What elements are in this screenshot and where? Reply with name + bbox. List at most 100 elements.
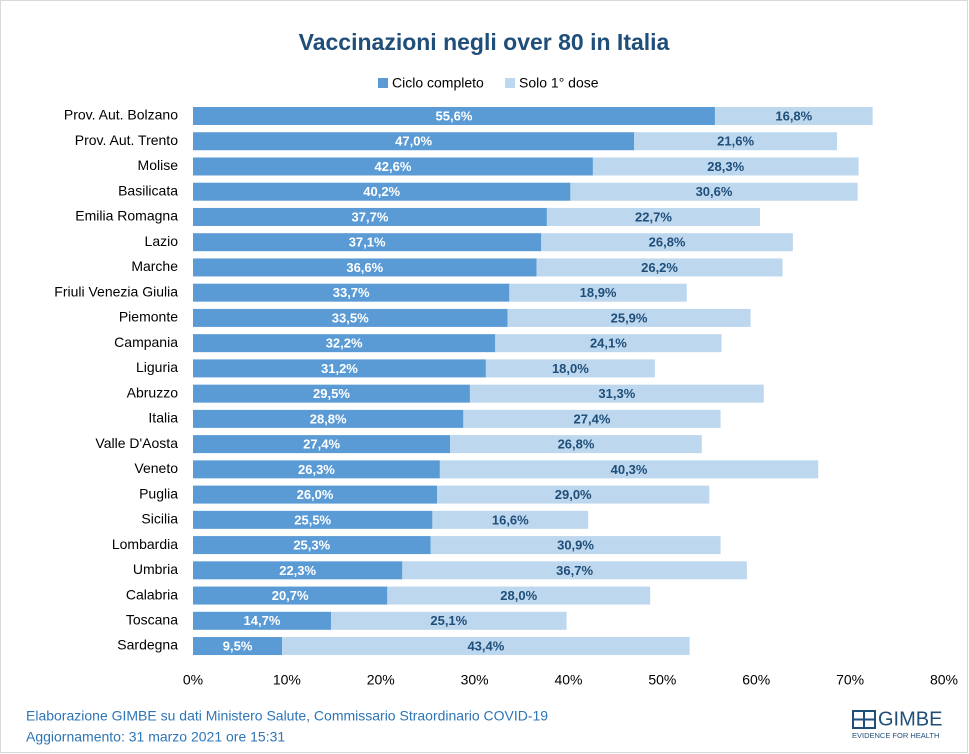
data-label: 22,3% — [279, 563, 316, 578]
bar-segment — [592, 157, 859, 176]
data-label: 30,9% — [557, 538, 594, 553]
bar-segment — [193, 207, 547, 226]
bar-segment — [387, 586, 651, 605]
y-tick-label: Veneto — [134, 460, 178, 476]
bar-segment — [193, 409, 464, 428]
bar-segment — [282, 637, 690, 656]
y-tick-label: Marche — [131, 258, 178, 274]
y-tick-label: Umbria — [133, 561, 178, 577]
y-tick-label: Lazio — [145, 233, 179, 249]
y-tick-label: Emilia Romagna — [75, 208, 178, 224]
bar-segment — [193, 334, 496, 353]
bar-segment — [193, 460, 440, 479]
bar-segment — [634, 132, 837, 151]
y-tick-label: Puglia — [139, 485, 178, 501]
y-tick-label: Lombardia — [112, 536, 178, 552]
bar-segment — [193, 132, 635, 151]
bar-segment — [507, 308, 751, 327]
x-tick-label: 40% — [554, 672, 582, 688]
data-label: 33,7% — [333, 285, 370, 300]
bar-segment — [193, 561, 403, 580]
bar-segment — [193, 258, 537, 277]
bar-segment — [193, 233, 542, 252]
y-tick-label: Valle D'Aosta — [95, 435, 178, 451]
bar-segment — [193, 435, 451, 454]
x-tick-label: 50% — [648, 672, 676, 688]
bar-segment — [714, 107, 873, 125]
logo-tagline: EVIDENCE FOR HEALTH — [852, 731, 939, 740]
data-label: 26,2% — [641, 260, 678, 275]
data-label: 20,7% — [272, 588, 309, 603]
data-label: 22,7% — [635, 209, 672, 224]
legend-label: Solo 1° dose — [519, 75, 599, 91]
y-tick-label: Abruzzo — [127, 384, 179, 400]
bar-segment — [450, 435, 702, 454]
data-label: 28,3% — [707, 159, 744, 174]
bar-segment — [193, 384, 470, 403]
bar-segment — [193, 157, 593, 176]
y-tick-label: Prov. Aut. Trento — [75, 132, 178, 148]
x-tick-label: 10% — [273, 672, 301, 688]
data-label: 29,5% — [313, 386, 350, 401]
data-label: 9,5% — [223, 638, 253, 653]
y-tick-label: Piemonte — [119, 309, 178, 325]
x-tick-label: 0% — [183, 672, 203, 688]
bar-segment — [463, 409, 721, 428]
data-label: 28,0% — [500, 588, 537, 603]
data-label: 16,6% — [492, 512, 529, 527]
data-label: 30,6% — [696, 184, 733, 199]
bar-segment — [439, 460, 819, 479]
bar-segment — [193, 586, 388, 605]
bar-segment — [193, 182, 571, 201]
data-label: 27,4% — [574, 411, 611, 426]
bar-segment — [495, 334, 722, 353]
data-label: 55,6% — [436, 108, 473, 123]
data-label: 37,7% — [352, 209, 389, 224]
data-label: 26,3% — [298, 462, 335, 477]
data-label: 33,5% — [332, 310, 369, 325]
data-label: 28,8% — [310, 411, 347, 426]
update-note: Aggiornamento: 31 marzo 2021 ore 15:31 — [26, 729, 285, 745]
bar-segment — [509, 283, 687, 302]
bar-segment — [193, 611, 331, 630]
data-label: 26,0% — [297, 487, 334, 502]
bar-segment — [546, 207, 761, 226]
legend-swatch — [505, 78, 515, 88]
y-tick-label: Calabria — [126, 586, 178, 602]
y-tick-label: Friuli Venezia Giulia — [54, 283, 178, 299]
data-label: 18,0% — [552, 361, 589, 376]
bar-segment — [402, 561, 747, 580]
data-label: 40,3% — [611, 462, 648, 477]
bar-segment — [193, 283, 510, 302]
y-tick-label: Campania — [114, 334, 178, 350]
data-label: 14,7% — [244, 613, 281, 628]
x-tick-label: 80% — [930, 672, 958, 688]
data-label: 25,3% — [293, 538, 330, 553]
bar-segment — [432, 510, 589, 529]
y-tick-label: Basilicata — [118, 182, 178, 198]
bar-segment — [193, 359, 486, 378]
bar-segment — [570, 182, 858, 201]
data-label: 27,4% — [303, 437, 340, 452]
bar-segment — [193, 107, 715, 125]
bar-segment — [193, 637, 283, 656]
y-tick-label: Sicilia — [141, 511, 178, 527]
data-label: 42,6% — [375, 159, 412, 174]
data-label: 43,4% — [467, 638, 504, 653]
logo-text: GIMBE — [878, 708, 942, 730]
x-tick-label: 70% — [836, 672, 864, 688]
y-tick-label: Molise — [138, 157, 179, 173]
y-tick-label: Toscana — [126, 612, 178, 628]
bar-segment — [430, 536, 721, 555]
data-label: 31,2% — [321, 361, 358, 376]
bar-segment — [536, 258, 783, 277]
data-label: 16,8% — [775, 108, 812, 123]
data-label: 31,3% — [598, 386, 635, 401]
bar-segment — [541, 233, 793, 252]
data-label: 25,1% — [430, 613, 467, 628]
data-label: 25,9% — [611, 310, 648, 325]
x-tick-label: 30% — [461, 672, 489, 688]
bar-segment — [193, 485, 438, 504]
